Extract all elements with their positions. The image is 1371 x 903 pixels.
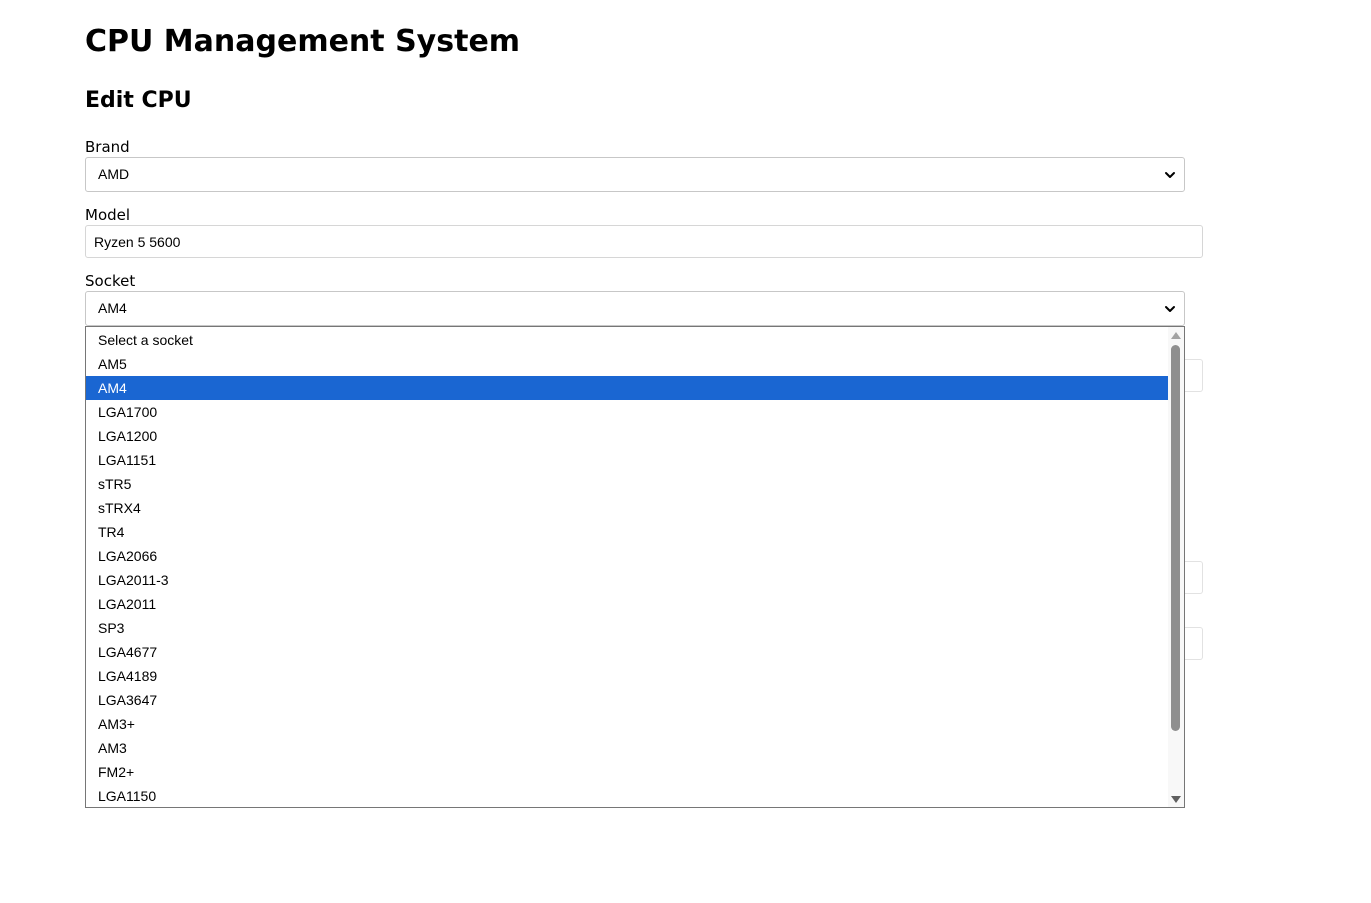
scroll-down-arrow-icon[interactable] xyxy=(1171,796,1181,803)
socket-option[interactable]: LGA3647 xyxy=(98,692,158,708)
socket-option[interactable]: LGA1700 xyxy=(98,404,158,420)
brand-select[interactable]: AMD xyxy=(85,157,1185,192)
socket-option[interactable]: sTR5 xyxy=(98,476,132,492)
socket-option[interactable]: AM3 xyxy=(98,740,127,756)
model-input[interactable] xyxy=(85,225,1203,258)
model-label: Model xyxy=(85,206,131,224)
scroll-thumb[interactable] xyxy=(1171,345,1180,731)
chevron-down-icon xyxy=(1165,306,1175,312)
socket-option[interactable]: LGA1150 xyxy=(98,788,157,804)
brand-select-value: AMD xyxy=(98,166,130,182)
socket-option[interactable]: LGA4677 xyxy=(98,644,158,660)
socket-option[interactable]: LGA4189 xyxy=(98,668,158,684)
socket-option[interactable]: AM4 xyxy=(86,376,1169,400)
socket-dropdown-list[interactable]: Select a socket AM5 AM4 LGA1700 LGA1200 LGA11… xyxy=(85,326,1185,808)
socket-option[interactable]: LGA1200 xyxy=(98,428,158,444)
socket-option[interactable]: sTRX4 xyxy=(98,500,141,516)
scroll-up-arrow-icon[interactable] xyxy=(1171,332,1181,339)
socket-label: Socket xyxy=(85,272,136,290)
dropdown-scrollbar[interactable] xyxy=(1168,327,1184,807)
socket-option[interactable]: AM3+ xyxy=(98,716,135,732)
chevron-down-icon xyxy=(1165,172,1175,178)
socket-option[interactable]: Select a socket xyxy=(98,332,193,348)
section-title: Edit CPU xyxy=(85,88,192,113)
brand-label: Brand xyxy=(85,138,130,156)
socket-option[interactable]: LGA2011-3 xyxy=(98,572,169,588)
socket-select[interactable]: AM4 xyxy=(85,291,1185,326)
socket-option[interactable]: FM2+ xyxy=(98,764,135,780)
app-title: CPU Management System xyxy=(85,24,521,59)
hidden-field-edge[interactable] xyxy=(1180,359,1203,392)
socket-option[interactable]: AM5 xyxy=(98,356,127,372)
socket-option[interactable]: LGA2066 xyxy=(98,548,158,564)
socket-option[interactable]: LGA1151 xyxy=(98,452,157,468)
hidden-field-edge[interactable] xyxy=(1180,561,1203,594)
socket-options: Select a socket AM5 AM4 LGA1700 LGA1200 LGA11… xyxy=(86,328,1169,807)
hidden-field-edge[interactable] xyxy=(1180,627,1203,660)
socket-option[interactable]: TR4 xyxy=(98,524,125,540)
socket-option[interactable]: LGA2011 xyxy=(98,596,157,612)
socket-select-value: AM4 xyxy=(98,300,127,316)
socket-option[interactable]: SP3 xyxy=(98,620,125,636)
